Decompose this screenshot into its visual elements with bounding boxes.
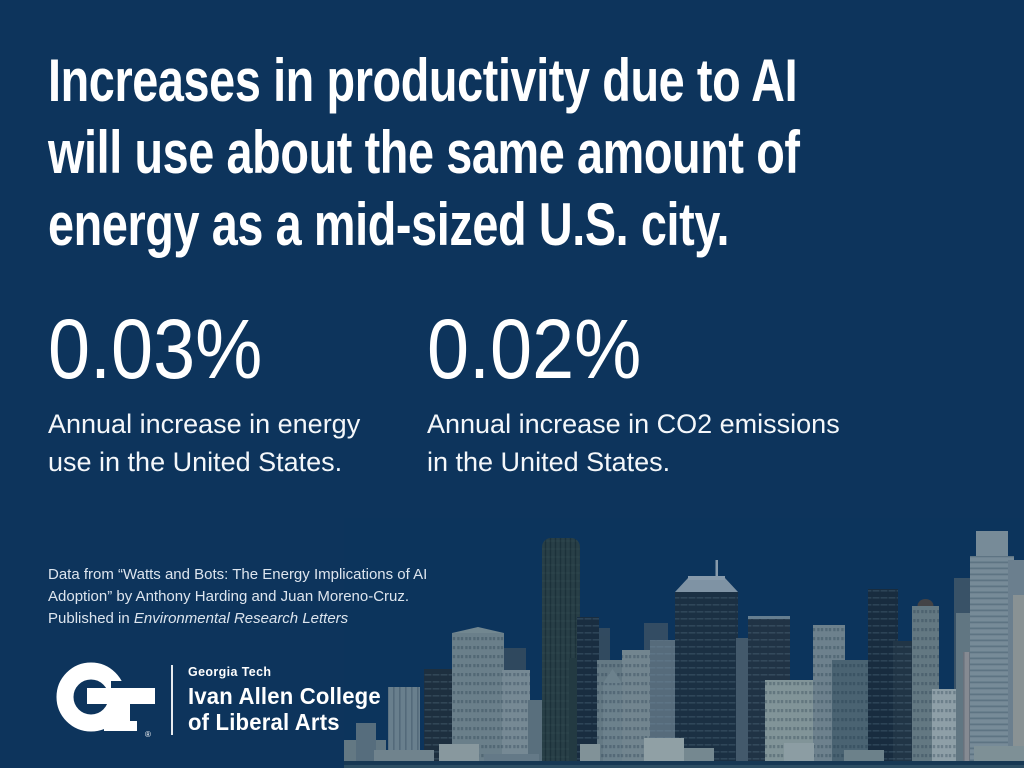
city-skyline-illustration	[344, 518, 1024, 768]
stat-co2: 0.02% Annual increase in CO2 emissions i…	[427, 302, 840, 477]
lockup-divider	[171, 665, 173, 735]
stat-co2-label: Annual increase in CO2 emissions in the …	[427, 405, 840, 481]
headline: Increases in productivity due to AI will…	[48, 45, 906, 261]
attribution: Data from “Watts and Bots: The Energy Im…	[48, 564, 427, 630]
headline-line-1: Increases in productivity due to AI	[48, 47, 798, 114]
stat-energy-value: 0.03%	[48, 302, 263, 396]
gt-logo-icon: ®	[56, 662, 155, 739]
stat-energy-label-line-1: Annual increase in energy	[48, 409, 361, 439]
attribution-journal-name: Environmental Research Letters	[133, 610, 349, 627]
stat-co2-value: 0.02%	[427, 302, 642, 396]
lockup-college-line-1: Ivan Allen College	[188, 682, 381, 709]
skyline-tint-overlay	[344, 518, 1024, 768]
georgia-tech-lockup: ® Georgia Tech Ivan Allen College of Lib…	[53, 659, 389, 739]
stat-co2-label-line-1: Annual increase in CO2 emissions	[427, 409, 840, 439]
stat-energy-label-line-2: use in the United States.	[48, 447, 343, 477]
attribution-line-3: Published in Environmental Research Lett…	[48, 608, 427, 630]
stat-energy: 0.03% Annual increase in energy use in t…	[48, 302, 360, 477]
stat-co2-label-line-2: in the United States.	[427, 447, 671, 477]
headline-line-2: will use about the same amount of	[48, 119, 800, 186]
headline-line-3: energy as a mid-sized U.S. city.	[48, 191, 730, 258]
attribution-line-1: Data from “Watts and Bots: The Energy Im…	[48, 566, 428, 583]
lockup-org-name: Georgia Tech	[188, 663, 272, 679]
registered-trademark: ®	[145, 730, 151, 739]
lockup-text: Georgia Tech Ivan Allen College of Liber…	[188, 659, 381, 739]
attribution-line-2: Adoption” by Anthony Harding and Juan Mo…	[48, 588, 410, 605]
attribution-published-prefix: Published in	[48, 610, 134, 627]
shoreline	[344, 761, 1024, 765]
lockup-college-line-2: of Liberal Arts	[188, 708, 340, 735]
waterline	[344, 765, 1024, 768]
stat-energy-label: Annual increase in energy use in the Uni…	[48, 405, 360, 481]
